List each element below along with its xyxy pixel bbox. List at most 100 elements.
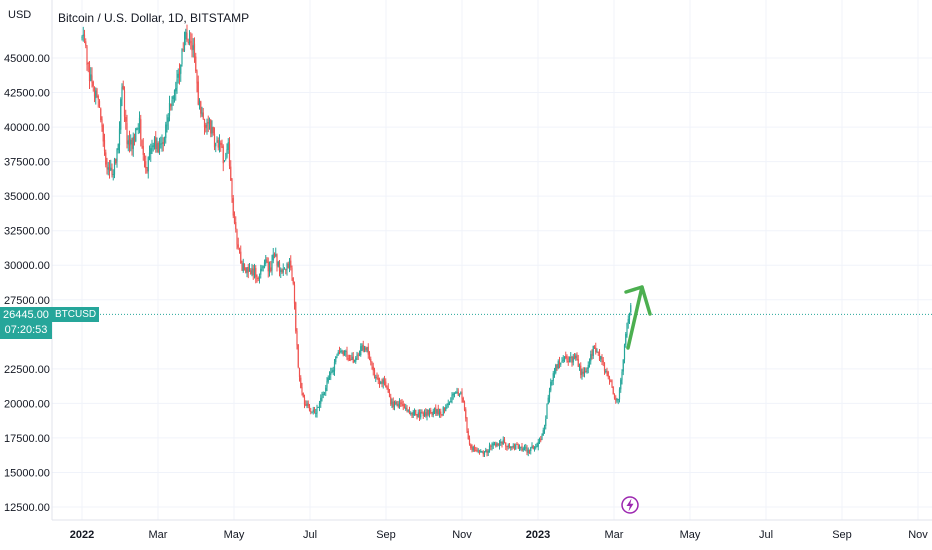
candle-body — [178, 71, 181, 75]
candle-body — [302, 392, 304, 398]
candle-body — [411, 413, 413, 416]
candle-body — [230, 166, 232, 181]
candle-body — [622, 359, 624, 372]
y-axis[interactable]: 45000.00 42500.00 40000.00 37500.00 35000.00… — [4, 0, 53, 520]
candle-body — [130, 139, 132, 145]
candle-body — [416, 414, 418, 418]
candle-body — [423, 412, 426, 416]
countdown-timer: 07:20:53 — [4, 324, 48, 337]
candle-body — [158, 144, 161, 153]
x-tick-label: Mar — [149, 529, 168, 541]
candle-body — [85, 41, 87, 46]
candle-body — [522, 448, 524, 451]
candle-body — [463, 401, 466, 411]
candle-body — [508, 445, 511, 448]
candle-body — [225, 158, 227, 160]
candle-body — [236, 230, 238, 245]
candle-body — [420, 412, 422, 418]
candle-body — [625, 333, 627, 345]
candle-body — [457, 391, 459, 396]
candle-body — [390, 396, 392, 405]
candle-body — [216, 140, 218, 142]
candle-body — [373, 369, 376, 377]
candle-body — [175, 87, 177, 92]
candle-body — [82, 34, 84, 37]
candle-body — [583, 371, 586, 375]
candle-body — [542, 430, 544, 436]
candle-body — [263, 262, 266, 268]
candle-body — [368, 353, 371, 360]
candle-body — [188, 40, 191, 44]
candle-body — [585, 371, 587, 373]
candle-body — [512, 445, 514, 448]
symbol-badge[interactable]: BTCUSD — [52, 307, 100, 323]
candle-body — [241, 262, 243, 271]
candle-body — [233, 213, 236, 223]
candle-body — [207, 122, 209, 124]
candle-body — [597, 351, 599, 353]
candle-body — [602, 360, 604, 363]
candle-body — [328, 375, 331, 379]
candle-body — [317, 406, 319, 408]
candle-body — [492, 443, 494, 446]
x-axis[interactable]: 2022 Mar May Jul Sep Nov 2023 Mar May Jul Sep Nov — [52, 519, 932, 541]
x-tick-label: Jul — [759, 529, 773, 541]
candle-body — [352, 356, 354, 363]
candle-body — [560, 362, 562, 365]
candle-body — [616, 398, 618, 402]
candle-body — [553, 372, 556, 374]
candle-body — [550, 381, 552, 391]
candle-body — [95, 90, 97, 99]
candle-body — [572, 356, 574, 363]
candle-body — [526, 448, 528, 453]
candle-body — [292, 277, 294, 284]
last-price-value: 26445.00 — [3, 309, 49, 322]
candle-body — [350, 358, 352, 360]
candle-body — [257, 278, 259, 280]
candle-body — [253, 269, 256, 276]
candle-body — [477, 450, 479, 452]
lightning-icon[interactable] — [621, 496, 639, 514]
candle-body — [136, 128, 138, 130]
candle-body — [578, 365, 581, 367]
candle-body — [345, 351, 347, 353]
x-tick-label: Nov — [452, 529, 472, 541]
candle-body — [518, 446, 521, 450]
candle-body — [440, 411, 442, 415]
candle-body — [97, 96, 99, 100]
candle-body — [538, 438, 541, 443]
candle-body — [468, 438, 471, 445]
candle-body — [570, 357, 572, 359]
candle-body — [187, 42, 189, 44]
candle-body — [402, 403, 404, 406]
candle-body — [221, 142, 223, 148]
candle-body — [543, 426, 546, 431]
candle-body — [493, 443, 496, 445]
candle-body — [507, 445, 509, 447]
candle-body — [366, 347, 368, 351]
y-tick-label: 42500.00 — [4, 88, 50, 100]
candle-body — [281, 269, 283, 272]
candle-body — [556, 364, 558, 369]
candle-body — [371, 361, 373, 366]
candle-body — [501, 442, 503, 445]
x-tick-label: Mar — [605, 529, 624, 541]
candle-body — [200, 101, 202, 114]
candle-body — [180, 64, 182, 74]
currency-label: USD — [8, 9, 32, 21]
candle-body — [540, 438, 542, 441]
candle-body — [595, 347, 597, 353]
up-arrow-head — [624, 285, 644, 294]
y-tick-label: 30000.00 — [4, 260, 50, 272]
candle-body — [237, 244, 239, 248]
y-tick-label: 35000.00 — [4, 191, 50, 203]
candle-body — [533, 447, 536, 449]
candle-body — [393, 401, 396, 407]
last-price-marker[interactable]: 26445.00 07:20:53 — [0, 307, 52, 340]
candle-body — [478, 450, 481, 452]
candle-body — [122, 85, 124, 90]
candle-body — [243, 263, 246, 269]
candle-body — [148, 152, 151, 159]
candle-body — [525, 447, 527, 449]
